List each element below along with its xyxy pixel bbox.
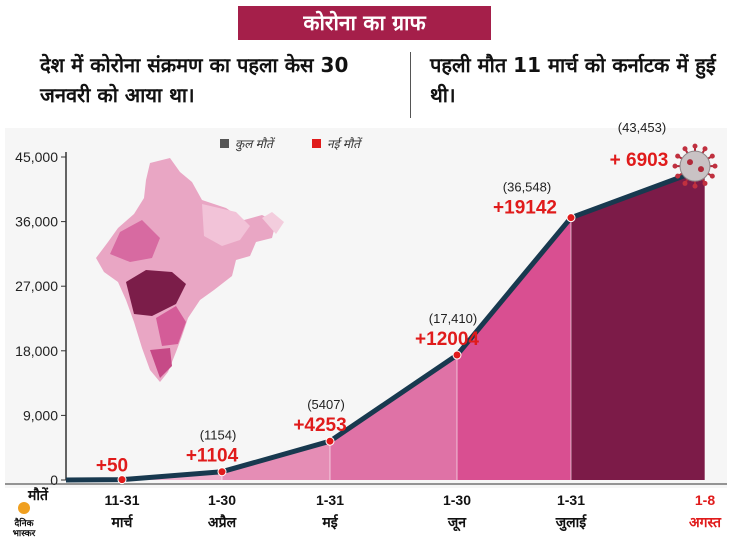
data-marks: +50 (1154) +1104 (5407) +4253 (17,410) +12004 (… bbox=[65, 120, 706, 485]
fact-first-case: देश में कोरोना संक्रमण का पहला केस 30 जन… bbox=[40, 53, 349, 107]
fact-first-death: पहली मौत 11 मार्च को कर्नाटक में हुई थी। bbox=[430, 53, 716, 107]
new-deaths-label: +12004 bbox=[415, 329, 479, 350]
category-label: 1-31 bbox=[316, 492, 344, 508]
y-tick-label: 0 bbox=[50, 472, 58, 488]
virus-spike-tip bbox=[692, 143, 698, 149]
y-tick-label: 18,000 bbox=[15, 343, 58, 359]
data-point bbox=[452, 350, 462, 360]
new-deaths-label: +19142 bbox=[493, 198, 557, 219]
total-label: (5407) bbox=[307, 397, 345, 412]
logo-line-2: भास्कर bbox=[13, 529, 36, 539]
legend-label: नई मौतें bbox=[327, 137, 363, 151]
virus-dot bbox=[687, 159, 693, 166]
x-axis-title: मौतें bbox=[27, 487, 49, 503]
category-label: जून bbox=[447, 514, 467, 532]
axes: 0 9,000 18,000 27,000 36,000 45,000 मौतें 11-31… bbox=[5, 149, 727, 532]
new-deaths-label: +50 bbox=[96, 456, 128, 477]
category-label: मार्च bbox=[111, 514, 134, 530]
total-label: (43,453) bbox=[618, 120, 666, 135]
category-label: 1-31 bbox=[557, 492, 585, 508]
category-label: अगस्त bbox=[689, 514, 722, 530]
category-label: 1-30 bbox=[208, 492, 236, 508]
dainik-bhaskar-logo: दैनिक भास्कर bbox=[4, 500, 44, 540]
data-point bbox=[117, 475, 127, 485]
virus-spike-tip bbox=[672, 163, 678, 169]
fact-divider bbox=[410, 52, 411, 118]
total-label: (36,548) bbox=[503, 180, 551, 195]
category-label: 1-8 bbox=[695, 492, 715, 508]
y-tick-label: 27,000 bbox=[15, 278, 58, 294]
total-label: (17,410) bbox=[429, 311, 477, 326]
area-segment bbox=[330, 355, 457, 480]
new-deaths-label: +1104 bbox=[186, 446, 239, 467]
virus-icon bbox=[672, 143, 718, 189]
category-label: 11-31 bbox=[104, 492, 139, 508]
category-label: अप्रैल bbox=[208, 514, 237, 530]
total-label: (1154) bbox=[200, 428, 237, 443]
area-segment bbox=[457, 217, 571, 481]
virus-spike-tip bbox=[712, 163, 718, 169]
new-deaths-label: +4253 bbox=[293, 415, 346, 436]
y-tick-label: 9,000 bbox=[23, 407, 58, 423]
virus-spike-tip bbox=[692, 183, 698, 189]
legend: कुल मौतें नई मौतें bbox=[220, 137, 363, 152]
virus-dot bbox=[698, 166, 704, 173]
y-tick-label: 36,000 bbox=[15, 214, 58, 230]
category-label: मई bbox=[321, 514, 338, 530]
virus-spike-tip bbox=[709, 173, 715, 179]
area-segment bbox=[571, 168, 705, 481]
india-map-icon bbox=[96, 158, 284, 382]
legend-label: कुल मौतें bbox=[235, 137, 276, 152]
virus-body bbox=[679, 150, 711, 182]
category-label: जुलाई bbox=[555, 514, 588, 532]
virus-spike-tip bbox=[675, 173, 681, 179]
virus-spike-tip bbox=[709, 153, 715, 159]
legend-swatch bbox=[220, 139, 229, 148]
page-title: कोरोना का ग्राफ bbox=[238, 6, 491, 40]
virus-spike-tip bbox=[702, 146, 708, 152]
virus-spike-tip bbox=[682, 146, 688, 152]
new-deaths-label: + 6903 bbox=[610, 150, 669, 171]
data-point bbox=[325, 436, 335, 446]
virus-spike-tip bbox=[702, 180, 708, 186]
data-point bbox=[217, 467, 227, 477]
virus-spike-tip bbox=[675, 153, 681, 159]
legend-swatch bbox=[312, 139, 321, 148]
category-label: 1-30 bbox=[443, 492, 471, 508]
logo-line-1: दैनिक bbox=[13, 517, 34, 529]
y-tick-label: 45,000 bbox=[15, 149, 58, 165]
data-point bbox=[566, 213, 576, 223]
virus-spike-tip bbox=[682, 180, 688, 186]
